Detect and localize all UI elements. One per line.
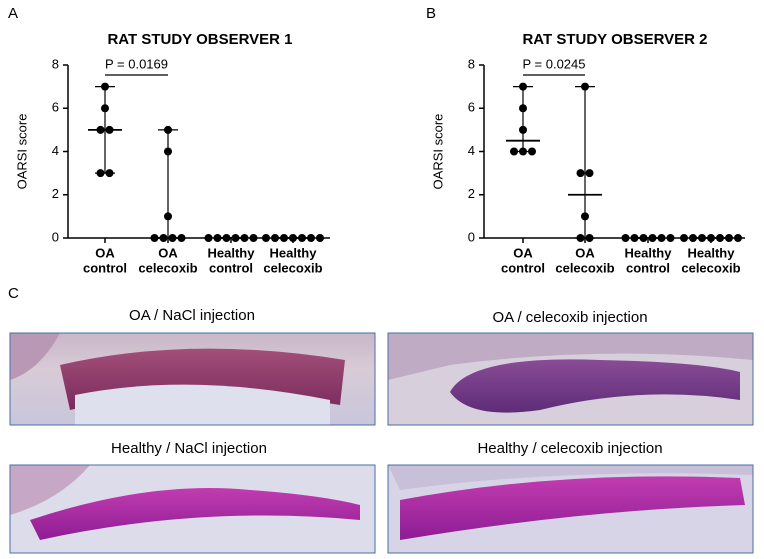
data-point	[204, 234, 213, 242]
data-point	[316, 234, 324, 242]
data-point	[648, 234, 657, 242]
p-value: P = 0.0169	[105, 56, 168, 71]
data-point	[101, 82, 109, 91]
x-tick-label: control	[83, 260, 127, 275]
image-caption: Healthy / celecoxib injection	[477, 440, 662, 457]
data-point	[576, 169, 585, 178]
y-axis-label: OARSI score	[14, 114, 29, 190]
y-tick-label: 0	[52, 229, 59, 244]
histology-image	[387, 332, 754, 426]
x-tick-label: OA	[158, 245, 178, 260]
chart-title: RAT STUDY OBSERVER 2	[522, 31, 707, 48]
data-point	[725, 234, 733, 242]
data-point	[510, 147, 518, 156]
data-point	[528, 147, 536, 156]
y-tick-label: 6	[52, 100, 59, 115]
histology-image	[387, 464, 754, 554]
data-point	[581, 212, 589, 221]
data-point	[177, 234, 186, 242]
data-point	[621, 234, 630, 242]
data-point	[240, 234, 249, 242]
x-tick-label: OA	[95, 245, 115, 260]
data-point	[657, 234, 666, 242]
y-tick-label: 4	[52, 143, 59, 158]
p-value: P = 0.0245	[522, 56, 585, 71]
data-point	[698, 234, 706, 242]
x-tick-label: OA	[575, 245, 595, 260]
data-point	[298, 234, 306, 242]
x-tick-label: Healthy	[270, 245, 318, 260]
data-point	[519, 147, 527, 156]
x-tick-label: control	[626, 260, 670, 275]
x-tick-label: Healthy	[688, 245, 736, 260]
data-point	[249, 234, 258, 242]
data-point	[289, 234, 297, 242]
data-point	[734, 234, 742, 242]
data-point	[164, 125, 172, 134]
data-point	[101, 104, 109, 113]
data-point	[585, 234, 594, 242]
x-tick-label: OA	[513, 245, 533, 260]
y-tick-label: 2	[468, 186, 475, 201]
data-point	[689, 234, 697, 242]
data-point	[576, 234, 585, 242]
data-point	[666, 234, 675, 242]
y-tick-label: 4	[468, 143, 475, 158]
data-point	[639, 234, 648, 242]
y-tick-label: 2	[52, 186, 59, 201]
panel-label: B	[426, 5, 436, 22]
data-point	[213, 234, 222, 242]
y-tick-label: 6	[468, 100, 475, 115]
data-point	[271, 234, 279, 242]
data-point	[581, 82, 589, 91]
x-tick-label: Healthy	[625, 245, 673, 260]
data-point	[519, 82, 527, 91]
data-point	[222, 234, 231, 242]
y-tick-label: 8	[468, 56, 475, 71]
chart-title: RAT STUDY OBSERVER 1	[107, 31, 292, 48]
data-point	[680, 234, 688, 242]
data-point	[716, 234, 724, 242]
data-point	[96, 169, 105, 178]
x-tick-label: control	[209, 260, 253, 275]
x-tick-label: celecoxib	[555, 260, 614, 275]
data-point	[707, 234, 715, 242]
data-point	[105, 169, 114, 178]
image-caption: Healthy / NaCl injection	[111, 440, 267, 457]
data-point	[168, 234, 177, 242]
data-point	[262, 234, 270, 242]
data-point	[307, 234, 315, 242]
x-tick-label: control	[501, 260, 545, 275]
x-tick-label: celecoxib	[681, 260, 740, 275]
y-tick-label: 0	[468, 229, 475, 244]
data-point	[231, 234, 240, 242]
y-axis-label: OARSI score	[430, 114, 445, 190]
data-point	[159, 234, 168, 242]
data-point	[150, 234, 159, 242]
x-tick-label: celecoxib	[263, 260, 322, 275]
panel-label: A	[8, 5, 18, 22]
data-point	[105, 125, 114, 134]
data-point	[164, 212, 172, 221]
data-point	[585, 169, 594, 178]
panel-label: C	[8, 285, 19, 302]
x-tick-label: celecoxib	[138, 260, 197, 275]
image-caption: OA / celecoxib injection	[492, 309, 647, 326]
image-caption: OA / NaCl injection	[129, 307, 255, 324]
data-point	[519, 104, 527, 113]
data-point	[280, 234, 288, 242]
data-point	[519, 125, 527, 134]
y-tick-label: 8	[52, 56, 59, 71]
data-point	[630, 234, 639, 242]
histology-image	[9, 464, 376, 554]
x-tick-label: Healthy	[208, 245, 256, 260]
data-point	[164, 147, 172, 156]
data-point	[96, 125, 105, 134]
histology-image	[9, 332, 376, 426]
